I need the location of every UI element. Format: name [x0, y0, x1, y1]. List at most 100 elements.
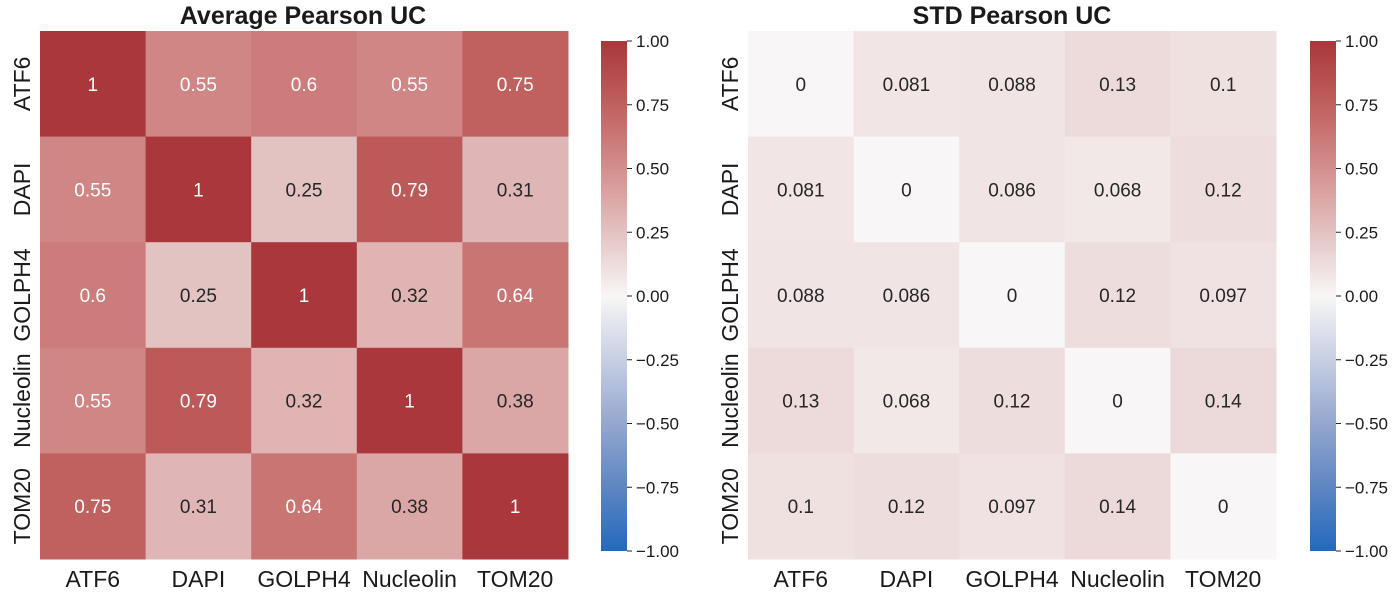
cell-value-label: 0.75: [74, 497, 111, 518]
heatmap-cell: [748, 31, 855, 138]
cell-value-label: 0.097: [1199, 286, 1247, 307]
row-tick-label: GOLPH4: [717, 248, 743, 342]
cell-value-label: 0.55: [180, 75, 217, 96]
colorbar-tick-label: 1.00: [1345, 32, 1378, 51]
heatmap-cell: [1170, 453, 1277, 560]
colorbar-tick-label: −0.75: [1345, 478, 1388, 497]
heatmap-cell: [1064, 453, 1171, 560]
cell-value-label: 0.097: [988, 497, 1036, 518]
heatmap-cell: [1170, 31, 1277, 138]
row-tick-label: GOLPH4: [9, 248, 35, 342]
colorbar-tick-label: −0.25: [636, 351, 679, 370]
heatmap-cell: [853, 136, 960, 243]
row-tick-label: TOM20: [9, 468, 35, 544]
cell-value-label: 0.6: [80, 286, 106, 307]
heatmap-cell: [748, 453, 855, 560]
cell-value-label: 0.32: [391, 286, 428, 307]
cell-value-label: 0: [796, 75, 807, 96]
chart-title: STD Pearson UC: [913, 2, 1112, 30]
row-tick-label: Nucleolin: [9, 353, 35, 448]
column-tick-label: ATF6: [66, 566, 121, 592]
heatmap-cell: [40, 453, 147, 560]
colorbar-tick-label: 0.75: [636, 96, 669, 115]
heatmap-cell: [40, 136, 147, 243]
cell-value-label: 0: [1007, 286, 1018, 307]
heatmap-cell: [251, 31, 358, 138]
cell-value-label: 1: [404, 392, 415, 413]
cell-value-label: 0.38: [391, 497, 428, 518]
heatmap-cell: [251, 242, 358, 349]
chart-title: Average Pearson UC: [180, 2, 426, 30]
cell-value-label: 0.75: [497, 75, 534, 96]
heatmap-cell: [462, 136, 569, 243]
heatmap-cell: [251, 347, 358, 454]
colorbar-tick-label: 0.50: [1345, 160, 1378, 179]
heatmap-cell: [1170, 136, 1277, 243]
heatmap-cell: [1170, 347, 1277, 454]
heatmap-cell: [1170, 242, 1277, 349]
row-tick-label: DAPI: [717, 163, 743, 217]
cell-value-label: 0.12: [888, 497, 925, 518]
column-tick-label: ATF6: [774, 566, 829, 592]
cell-value-label: 0.64: [286, 497, 323, 518]
cell-value-label: 0.6: [291, 75, 317, 96]
heatmap-panel: STD Pearson UC 0 0.081 0.088 0.13 0.1 0.081 0 0.…: [717, 2, 1388, 592]
cell-value-label: 0.31: [180, 497, 217, 518]
cell-value-label: 1: [193, 180, 204, 201]
heatmap-cell: [853, 31, 960, 138]
cell-value-label: 1: [88, 75, 99, 96]
heatmap-cell: [40, 31, 147, 138]
row-tick-label: ATF6: [717, 57, 743, 112]
cell-value-label: 0.55: [74, 392, 111, 413]
heatmap-cell: [748, 136, 855, 243]
heatmap-cell: [748, 242, 855, 349]
cell-value-label: 0.13: [782, 392, 819, 413]
column-tick-label: Nucleolin: [1070, 566, 1165, 592]
column-tick-label: TOM20: [477, 566, 553, 592]
colorbar-tick-label: −0.75: [636, 478, 679, 497]
cell-value-label: 0.55: [391, 75, 428, 96]
colorbar-tick-label: −1.00: [636, 542, 679, 561]
colorbar-tick-label: 1.00: [636, 32, 669, 51]
cell-value-label: 0.14: [1205, 392, 1242, 413]
cell-value-label: 0.068: [1094, 180, 1142, 201]
column-tick-label: GOLPH4: [965, 566, 1059, 592]
cell-value-label: 0: [901, 180, 912, 201]
cell-value-label: 0.1: [1210, 75, 1236, 96]
colorbar-tick-label: 0.75: [1345, 96, 1378, 115]
cell-value-label: 1: [510, 497, 521, 518]
cell-value-label: 0.12: [1205, 180, 1242, 201]
heatmap-cell: [145, 347, 252, 454]
heatmap-cell: [251, 136, 358, 243]
cell-value-label: 0.086: [988, 180, 1036, 201]
row-tick-label: TOM20: [717, 468, 743, 544]
heatmap-cell: [145, 242, 252, 349]
cell-value-label: 0.25: [286, 180, 323, 201]
heatmap-cell: [959, 31, 1066, 138]
heatmap-cell: [853, 453, 960, 560]
colorbar-tick-label: 0.50: [636, 160, 669, 179]
colorbar-tick-label: 0.00: [1345, 287, 1378, 306]
heatmap-cell: [145, 453, 252, 560]
cell-value-label: 0.088: [988, 75, 1036, 96]
cell-value-label: 0.32: [286, 392, 323, 413]
heatmap-cell: [959, 453, 1066, 560]
column-tick-label: DAPI: [172, 566, 226, 592]
heatmap-cell: [251, 453, 358, 560]
heatmap-cell: [462, 347, 569, 454]
colorbar-tick-label: 0.00: [636, 287, 669, 306]
heatmap-cell: [40, 242, 147, 349]
colorbar-tick-label: 0.25: [1345, 223, 1378, 242]
heatmap-cell: [853, 242, 960, 349]
colorbar-tick-label: −0.50: [636, 415, 679, 434]
cell-value-label: 0.79: [391, 180, 428, 201]
column-tick-label: TOM20: [1185, 566, 1261, 592]
heatmap-cell: [853, 347, 960, 454]
heatmap-cell: [462, 31, 569, 138]
heatmap-cell: [1064, 31, 1171, 138]
colorbar: [601, 41, 627, 551]
heatmap-panel: Average Pearson UC 1 0.55 0.6 0.55 0.75 0.55 1 0…: [9, 2, 679, 592]
heatmap-cell: [356, 136, 463, 243]
cell-value-label: 0.79: [180, 392, 217, 413]
heatmap-cell: [145, 31, 252, 138]
